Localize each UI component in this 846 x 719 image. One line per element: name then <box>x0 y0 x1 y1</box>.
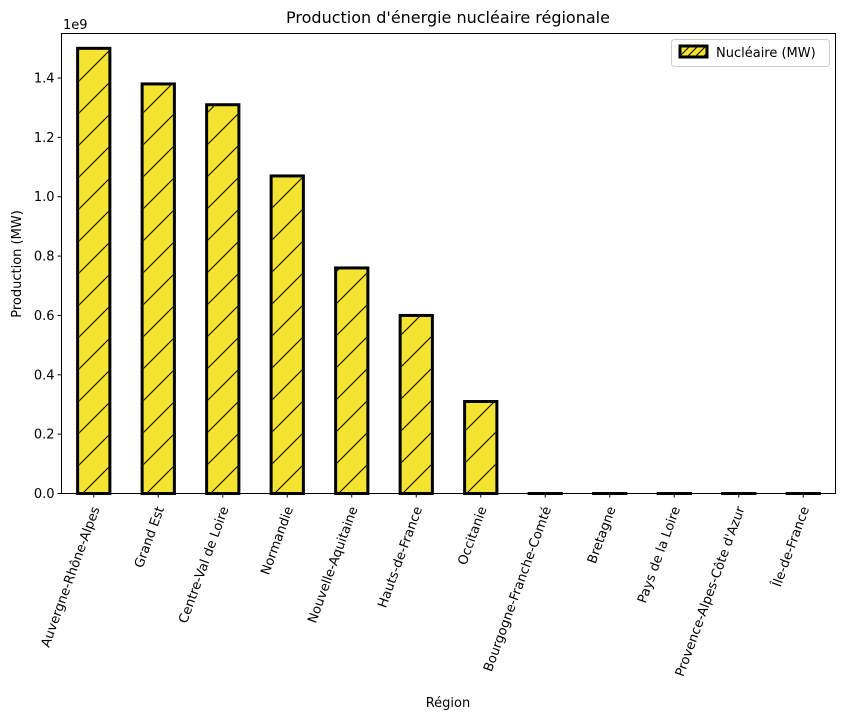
x-tick-label-9: Pays de la Loire <box>635 505 684 606</box>
bar-hatch-3 <box>272 177 302 492</box>
y-tick-label-1: 0.2 <box>34 428 55 443</box>
legend-label: Nucléaire (MW) <box>716 46 816 61</box>
x-tick-label-4: Nouvelle-Aquitaine <box>305 505 361 626</box>
y-tick-label-6: 1.2 <box>34 131 55 146</box>
x-tick-label-10: Provence-Alpes-Côte d'Azur <box>673 504 749 679</box>
bar-hatch-4 <box>337 269 367 492</box>
x-tick-label-3: Normandie <box>258 505 297 577</box>
x-tick-label-11: Île-de-France <box>769 504 813 590</box>
bar-hatch-1 <box>143 85 173 492</box>
y-tick-label-0: 0.0 <box>34 487 55 502</box>
x-tick-label-0: Auvergne-Rhône-Alpes <box>39 505 104 650</box>
legend: Nucléaire (MW) <box>671 39 830 67</box>
bar-hatch-5 <box>401 316 431 492</box>
y-axis-label: Production (MW) <box>10 210 25 318</box>
chart-title: Production d'énergie nucléaire régionale <box>286 8 610 27</box>
y-tick-label-4: 0.8 <box>34 250 55 265</box>
bar-hatch-2 <box>208 106 238 492</box>
bar-hatch-0 <box>79 49 109 493</box>
bars-layer <box>76 46 821 496</box>
y-tick-label-7: 1.4 <box>34 72 55 87</box>
y-tick-label-5: 1.0 <box>34 190 55 205</box>
y-tick-label-2: 0.4 <box>34 368 55 383</box>
x-tick-label-5: Hauts-de-France <box>375 505 426 610</box>
legend-frame <box>671 39 830 67</box>
x-axis-ticks: Auvergne-Rhône-Alpes Grand Est Centre-Val … <box>39 493 813 679</box>
x-tick-label-8: Bretagne <box>585 505 619 566</box>
bar-hatch-6 <box>466 403 496 492</box>
plot-frame <box>61 33 836 494</box>
y-axis-offset-label: 1e9 <box>63 18 88 33</box>
x-axis-label: Région <box>426 696 471 711</box>
x-tick-label-6: Occitanie <box>456 505 491 568</box>
x-tick-label-2: Centre-Val de Loire <box>176 505 232 626</box>
x-tick-label-7: Bourgogne-Franche-Comté <box>481 505 555 674</box>
y-axis-ticks: 0.0 0.2 0.4 0.6 0.8 1.0 1.2 1.4 <box>34 72 62 502</box>
legend-swatch-hatch <box>680 46 707 57</box>
y-tick-label-3: 0.6 <box>34 309 55 324</box>
x-tick-label-1: Grand Est <box>132 505 168 570</box>
